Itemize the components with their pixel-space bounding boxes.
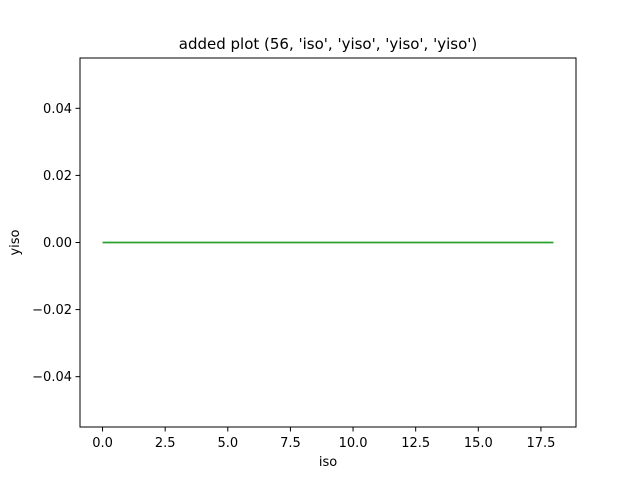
chart-title: added plot (56, 'iso', 'yiso', 'yiso', '… xyxy=(179,35,477,53)
y-tick-label: 0.04 xyxy=(43,102,72,117)
x-axis-label: iso xyxy=(319,455,337,470)
x-tick-label: 12.5 xyxy=(401,436,430,451)
y-tick-label: −0.02 xyxy=(32,303,72,318)
y-tick-label: 0.02 xyxy=(43,169,72,184)
x-axis-ticks: 0.0 2.5 5.0 7.5 10.0 12.5 15.0 17.5 xyxy=(92,427,555,451)
y-axis-ticks: 0.04 0.02 0.00 −0.02 −0.04 xyxy=(32,102,80,385)
plot-frame xyxy=(79,57,577,428)
y-tick-label: 0.00 xyxy=(43,236,72,251)
x-tick-label: 15.0 xyxy=(464,436,493,451)
y-tick-label: −0.04 xyxy=(32,370,72,385)
x-tick-label: 7.5 xyxy=(280,436,301,451)
x-tick-label: 2.5 xyxy=(155,436,176,451)
x-tick-label: 17.5 xyxy=(526,436,555,451)
x-tick-label: 0.0 xyxy=(92,436,113,451)
y-axis-label: yiso xyxy=(8,229,23,255)
x-tick-label: 5.0 xyxy=(217,436,238,451)
x-tick-label: 10.0 xyxy=(339,436,368,451)
